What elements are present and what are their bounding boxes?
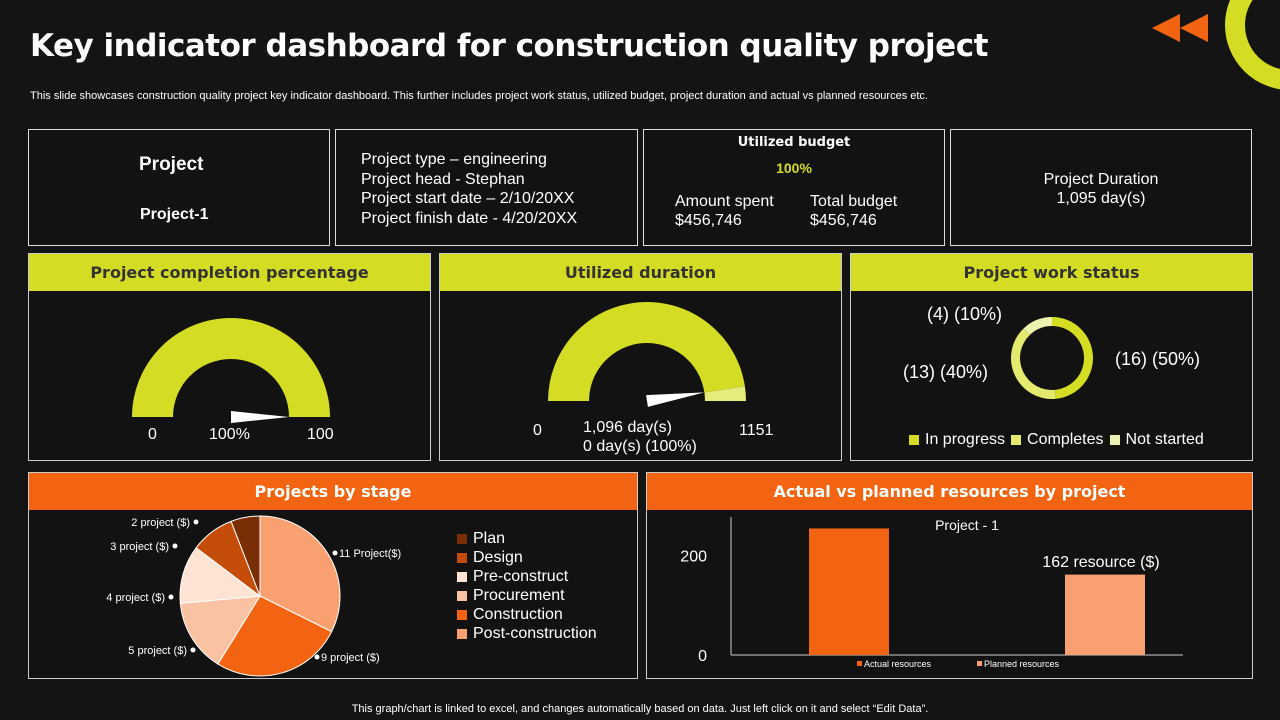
pie-label-marker xyxy=(314,654,320,660)
stage-chart-title: Projects by stage xyxy=(29,473,637,510)
pie-slice-plan xyxy=(230,515,261,597)
legend-not-started: Not started xyxy=(1109,430,1204,449)
rewind-arrow-icon xyxy=(1180,14,1208,42)
project-details-card: Project type – engineering Project head … xyxy=(335,129,638,246)
gauge-max: 1151 xyxy=(739,422,774,439)
pie-slice-procurement xyxy=(179,595,261,665)
stage-legend: Plan Design Pre-construct Procurement Constr… xyxy=(457,529,597,643)
footer-note: This graph/chart is linked to excel, and… xyxy=(351,703,929,715)
pie-slice-construction xyxy=(217,595,333,677)
resources-panel: Actual vs planned resources by project 0… xyxy=(646,472,1253,679)
legend-item: Post-construction xyxy=(457,624,597,643)
project-label: Project xyxy=(139,154,204,175)
rewind-arrow-icon xyxy=(1152,14,1180,42)
duration-remaining: 0 day(s) (100%) xyxy=(583,438,697,455)
total-budget-value: $456,746 xyxy=(810,212,877,229)
project-card: Project Project-1 xyxy=(28,129,330,246)
pie-slice-post-construction xyxy=(259,515,341,633)
project-head: Project head - Stephan xyxy=(361,170,525,188)
donut-segment-completes xyxy=(1011,328,1056,399)
amount-spent-label: Amount spent xyxy=(675,193,774,210)
pie-data-label: 4 project ($) xyxy=(106,592,165,604)
work-status-title: Project work status xyxy=(851,254,1252,291)
stage-pie-chart: 11 Project($) 9 project ($) 5 project ($) 4… xyxy=(106,515,401,677)
label-completes: (13) (40%) xyxy=(903,362,989,382)
gauge-min: 0 xyxy=(533,422,542,439)
label-not-started: (4) (10%) xyxy=(927,304,1003,324)
completion-gauge xyxy=(132,318,330,423)
project-finish-date: Project finish date - 4/20/20XX xyxy=(361,209,578,227)
page-title: Key indicator dashboard for construction… xyxy=(30,28,988,64)
duration-gauge xyxy=(548,301,746,407)
pie-data-label: 5 project ($) xyxy=(128,645,187,657)
legend-item: Pre-construct xyxy=(457,567,597,586)
pie-data-label: 2 project ($) xyxy=(131,517,190,529)
gauge-fill xyxy=(548,301,745,401)
work-status-panel: Project work status (4) (10%) (13) (40%)… xyxy=(850,253,1253,461)
decor-ring xyxy=(1225,0,1280,90)
pie-data-label: 11 Project($) xyxy=(339,548,401,560)
duration-used: 1,096 day(s) xyxy=(583,419,672,436)
donut-segment-not-started xyxy=(1023,317,1052,335)
legend-label: Actual resources xyxy=(864,659,932,669)
pie-label-marker xyxy=(172,543,178,549)
amount-spent-value: $456,746 xyxy=(675,212,742,229)
y-tick-label: 0 xyxy=(698,648,707,665)
gauge-needle xyxy=(646,392,705,407)
legend-label: Planned resources xyxy=(984,659,1060,669)
project-duration-card: Project Duration 1,095 day(s) xyxy=(950,129,1252,246)
utilized-duration-panel: Utilized duration 0 1,096 day(s) 0 day(s)… xyxy=(439,253,842,461)
gauge-needle xyxy=(231,411,289,423)
legend-swatch xyxy=(857,661,862,666)
project-start-date: Project start date – 2/10/20XX xyxy=(361,190,575,207)
projects-by-stage-panel: Projects by stage 11 Project($) 9 project… xyxy=(28,472,638,679)
utilized-duration-title: Utilized duration xyxy=(440,254,841,291)
resources-chart-title: Actual vs planned resources by project xyxy=(647,473,1252,510)
donut-segment-in-progress xyxy=(1052,317,1093,399)
bar-data-label: 162 resource ($) xyxy=(1042,554,1159,571)
legend-item: Procurement xyxy=(457,586,597,605)
legend-item: Plan xyxy=(457,529,597,548)
completion-title: Project completion percentage xyxy=(29,254,430,291)
duration-label: Project Duration xyxy=(1043,171,1159,188)
legend-item: Design xyxy=(457,548,597,567)
total-budget-label: Total budget xyxy=(810,193,898,210)
gauge-value: 100% xyxy=(209,426,250,443)
gauge-fill xyxy=(132,318,330,417)
legend-swatch xyxy=(977,661,982,666)
bar-planned-resources xyxy=(1065,574,1145,655)
work-status-donut xyxy=(1011,317,1093,399)
project-type: Project type – engineering xyxy=(361,151,547,168)
completion-panel: Project completion percentage 0 100% 100 xyxy=(28,253,431,461)
pie-label-marker xyxy=(193,519,199,525)
gauge-remaining xyxy=(704,386,746,401)
utilized-budget-card: Utilized budget 100% Amount spent $456,74… xyxy=(643,129,945,246)
pie-data-label: 3 project ($) xyxy=(110,541,169,553)
pie-label-marker xyxy=(168,594,174,600)
gauge-min: 0 xyxy=(148,426,157,443)
budget-title: Utilized budget xyxy=(737,135,851,150)
budget-percent: 100% xyxy=(776,160,812,176)
gauge-max: 100 xyxy=(307,426,334,443)
legend-completes: Completes xyxy=(1011,430,1104,449)
category-label: Project - 1 xyxy=(935,517,999,533)
project-name: Project-1 xyxy=(140,206,209,223)
pie-label-marker xyxy=(190,647,196,653)
pie-data-label: 9 project ($) xyxy=(321,652,380,664)
label-in-progress: (16) (50%) xyxy=(1115,349,1201,369)
duration-value: 1,095 day(s) xyxy=(1056,190,1146,207)
legend-item: Construction xyxy=(457,605,597,624)
y-tick-label: 200 xyxy=(680,549,707,566)
legend-in-progress: In progress xyxy=(909,430,1005,449)
bar-actual-resources xyxy=(809,528,889,655)
page-subtitle: This slide showcases construction qualit… xyxy=(30,90,928,102)
pie-label-marker xyxy=(332,550,338,556)
resources-bar-chart: 0 200 Actual resources Planned resources Pro… xyxy=(680,517,1183,669)
